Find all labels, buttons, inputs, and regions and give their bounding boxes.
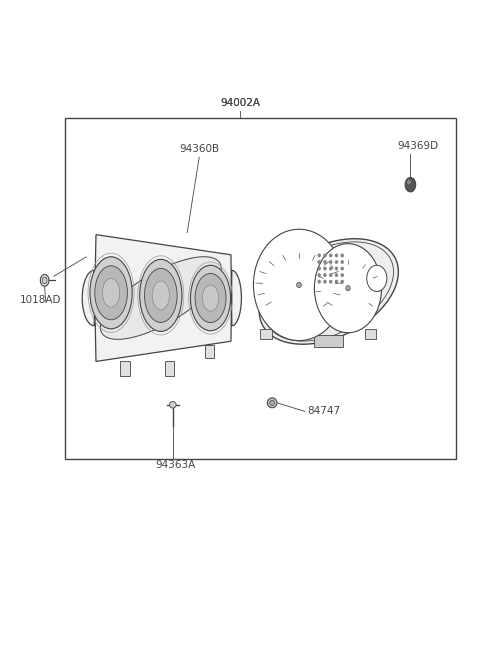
Ellipse shape xyxy=(297,282,301,288)
Text: 94369D: 94369D xyxy=(397,141,438,151)
Ellipse shape xyxy=(329,280,332,283)
Ellipse shape xyxy=(318,267,321,270)
Ellipse shape xyxy=(102,278,120,307)
Ellipse shape xyxy=(314,244,382,333)
Text: 94002A: 94002A xyxy=(220,98,260,108)
Bar xyxy=(65,118,456,458)
Polygon shape xyxy=(100,257,221,339)
Ellipse shape xyxy=(144,269,177,322)
Ellipse shape xyxy=(195,274,226,322)
Text: 94363A: 94363A xyxy=(155,460,195,470)
Ellipse shape xyxy=(318,274,321,276)
Ellipse shape xyxy=(169,402,176,408)
Ellipse shape xyxy=(324,260,326,263)
Text: 1018AD: 1018AD xyxy=(20,295,61,305)
Ellipse shape xyxy=(318,260,321,263)
Ellipse shape xyxy=(341,267,344,270)
Ellipse shape xyxy=(335,280,338,283)
Ellipse shape xyxy=(341,280,344,283)
Bar xyxy=(314,335,343,347)
Ellipse shape xyxy=(329,274,332,276)
Ellipse shape xyxy=(152,281,169,310)
Bar xyxy=(120,362,130,376)
Ellipse shape xyxy=(324,253,326,257)
Ellipse shape xyxy=(367,265,387,291)
Bar xyxy=(260,329,272,339)
Text: 84747: 84747 xyxy=(307,406,340,417)
Ellipse shape xyxy=(324,274,326,276)
Ellipse shape xyxy=(318,253,321,257)
Ellipse shape xyxy=(341,274,344,276)
Ellipse shape xyxy=(329,267,332,270)
Ellipse shape xyxy=(191,265,230,331)
Ellipse shape xyxy=(341,253,344,257)
Ellipse shape xyxy=(335,260,338,263)
Bar xyxy=(165,362,175,376)
Ellipse shape xyxy=(324,280,326,283)
Polygon shape xyxy=(259,238,398,345)
Ellipse shape xyxy=(341,260,344,263)
Ellipse shape xyxy=(42,277,47,284)
Ellipse shape xyxy=(335,274,338,276)
Ellipse shape xyxy=(346,286,350,291)
Polygon shape xyxy=(82,234,241,362)
Ellipse shape xyxy=(267,398,277,407)
Ellipse shape xyxy=(335,267,338,270)
Ellipse shape xyxy=(318,280,321,283)
Ellipse shape xyxy=(40,274,49,286)
Ellipse shape xyxy=(329,253,332,257)
Ellipse shape xyxy=(90,257,132,329)
Ellipse shape xyxy=(140,259,182,331)
Ellipse shape xyxy=(335,253,338,257)
Bar xyxy=(365,329,376,339)
Ellipse shape xyxy=(329,260,332,263)
Ellipse shape xyxy=(253,229,345,341)
Ellipse shape xyxy=(324,267,326,270)
Text: 94002A: 94002A xyxy=(220,98,260,108)
Ellipse shape xyxy=(407,180,411,185)
Ellipse shape xyxy=(405,178,416,192)
Text: 94360B: 94360B xyxy=(179,144,219,154)
Bar xyxy=(205,345,214,358)
Ellipse shape xyxy=(203,285,219,311)
Ellipse shape xyxy=(270,400,275,405)
Ellipse shape xyxy=(95,266,127,320)
